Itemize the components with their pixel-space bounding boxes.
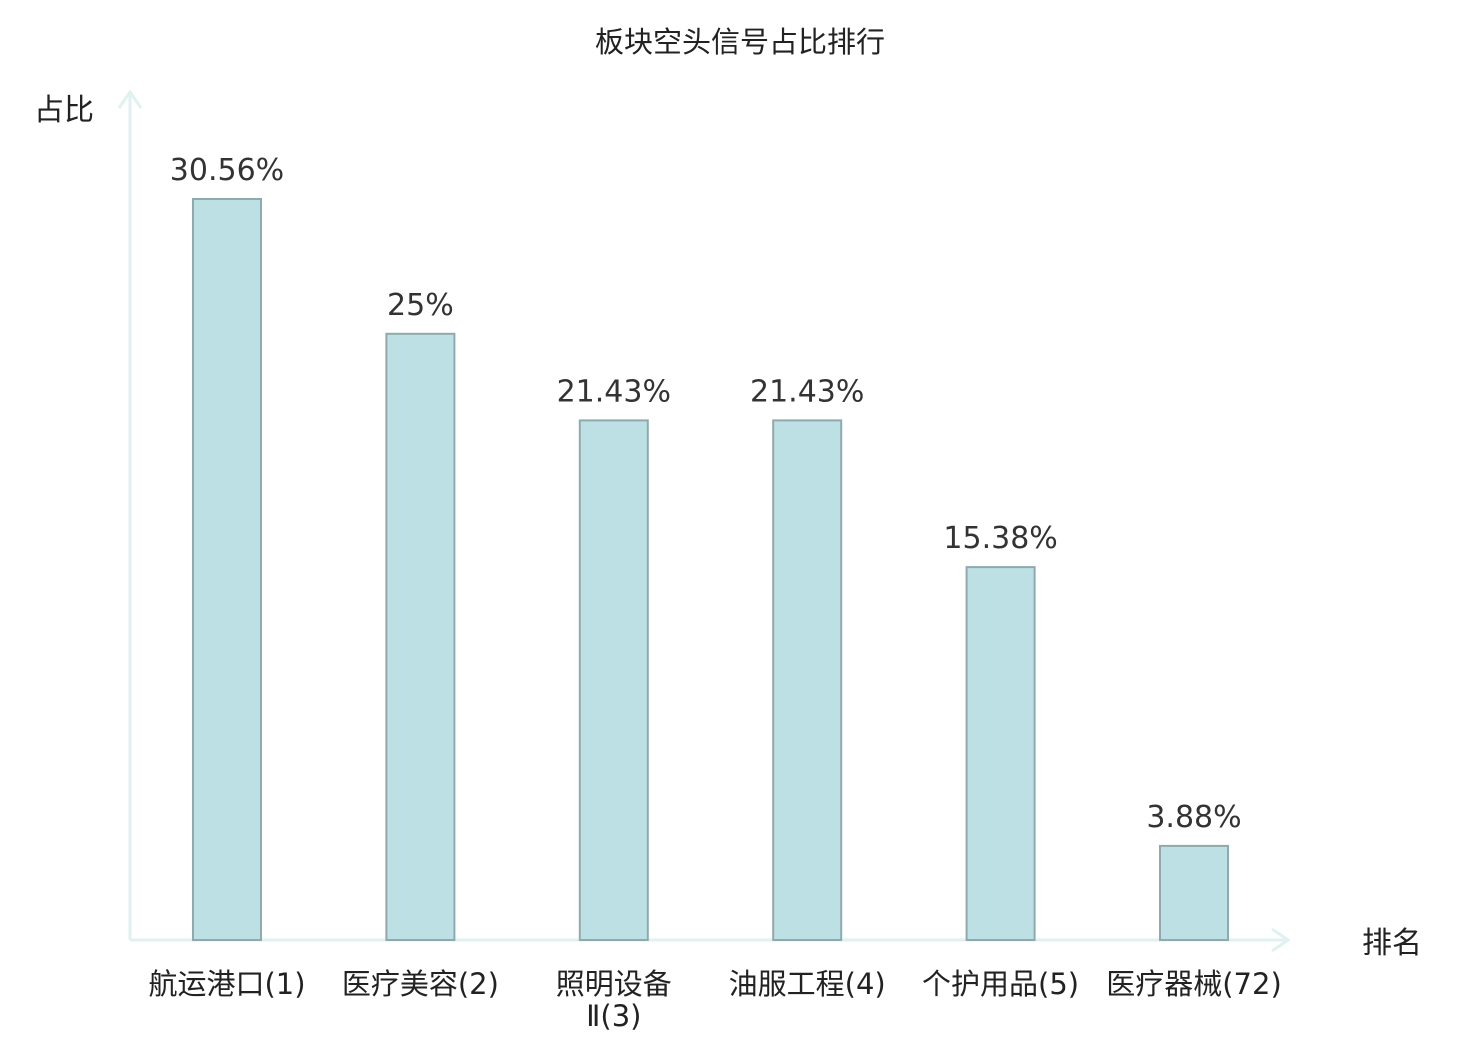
bar-value-label-4: 21.43% bbox=[750, 374, 864, 409]
bar-4 bbox=[772, 419, 843, 941]
x-tick-label-4: 油服工程(4) bbox=[729, 967, 886, 1001]
bar-value-label-1: 30.56% bbox=[170, 153, 284, 188]
x-axis-title: 排名 bbox=[1362, 926, 1422, 961]
bar-value-label-2: 25% bbox=[387, 288, 454, 323]
bar-2 bbox=[385, 332, 456, 941]
bar-value-label-6: 3.88% bbox=[1146, 800, 1241, 835]
x-axis-arrow bbox=[1271, 927, 1291, 953]
bar-5 bbox=[965, 566, 1036, 941]
value-labels-group: 30.56% 25% 21.43% 21.43% 15.38% 3.88% bbox=[170, 153, 1242, 835]
x-tick-label-2: 医疗美容(2) bbox=[342, 967, 499, 1001]
y-axis-title: 占比 bbox=[34, 93, 94, 128]
axes bbox=[117, 89, 1291, 953]
x-tick-label-6: 医疗器械(72) bbox=[1106, 967, 1282, 1001]
x-tick-label-3-line-1: 照明设备 bbox=[556, 967, 672, 1001]
bar-value-label-3: 21.43% bbox=[557, 374, 671, 409]
y-axis-arrow bbox=[117, 89, 143, 109]
bar-value-label-5: 15.38% bbox=[943, 521, 1057, 556]
bar-3 bbox=[578, 419, 649, 941]
x-tick-label-1: 航运港口(1) bbox=[148, 967, 305, 1001]
x-tick-label-5: 个护用品(5) bbox=[922, 967, 1079, 1001]
bar-6 bbox=[1159, 844, 1229, 942]
x-tick-label-3-line-2: Ⅱ(3) bbox=[586, 999, 641, 1033]
bar-1 bbox=[192, 198, 262, 941]
bars-group bbox=[192, 198, 1229, 942]
chart-title: 板块空头信号占比排行 bbox=[595, 25, 885, 59]
